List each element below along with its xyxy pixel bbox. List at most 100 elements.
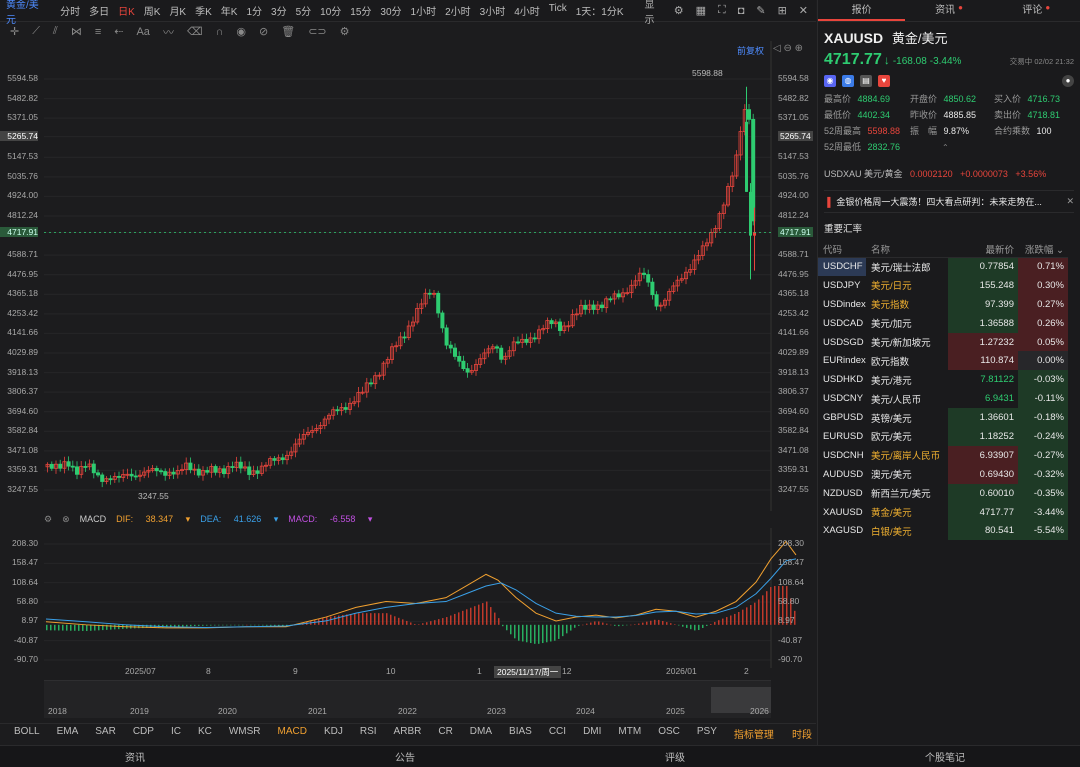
- tab-news[interactable]: 资讯 ●: [935, 3, 963, 16]
- timeframe-2[interactable]: 日K: [118, 7, 135, 18]
- close-news-icon[interactable]: ✕: [1066, 196, 1074, 206]
- indicator-10[interactable]: ARBR: [393, 726, 422, 737]
- fx-row[interactable]: GBPUSD 英镑/美元 1.36601 -0.18%: [818, 408, 1068, 428]
- text-tool-icon[interactable]: Aa: [136, 25, 150, 38]
- grid-icon[interactable]: ⊞: [777, 5, 787, 17]
- macd-chart[interactable]: [0, 528, 816, 668]
- indicator-7[interactable]: MACD: [277, 726, 307, 737]
- indicator-14[interactable]: CCI: [548, 726, 567, 737]
- discord-icon[interactable]: ◉: [824, 75, 836, 87]
- timeframe-13[interactable]: 1小时: [410, 7, 437, 18]
- tab-comments[interactable]: 评论 ●: [1022, 3, 1051, 16]
- layout-icon[interactable]: ▦: [695, 5, 706, 17]
- arrow-tool-icon[interactable]: ⇠: [114, 26, 124, 38]
- line-tool-icon[interactable]: ⟋: [32, 25, 40, 37]
- crosshair-icon[interactable]: ✛: [10, 26, 20, 38]
- display-button[interactable]: 显示: [644, 0, 655, 26]
- range-navigator[interactable]: [44, 680, 771, 718]
- indicator-5[interactable]: KC: [197, 726, 212, 737]
- chart-controls[interactable]: ◁ ⊖ ⊕: [773, 43, 804, 54]
- fx-row[interactable]: USDJPY 美元/日元 155.248 0.30%: [818, 275, 1068, 295]
- timeframe-6[interactable]: 年K: [220, 7, 238, 18]
- link-icon[interactable]: ⊂⊃: [308, 26, 327, 38]
- symbol-label[interactable]: 黄金/美元: [6, 0, 39, 26]
- indicator-2[interactable]: SAR: [95, 726, 116, 737]
- fx-row[interactable]: USDCAD 美元/加元 1.36588 0.26%: [818, 313, 1068, 333]
- bottom-tab-notes[interactable]: 个股笔记: [925, 753, 965, 764]
- timeframe-17[interactable]: Tick: [548, 3, 567, 14]
- indicator-3[interactable]: CDP: [132, 726, 154, 737]
- timeframe-1[interactable]: 多日: [89, 7, 110, 18]
- indicator-0[interactable]: BOLL: [14, 726, 40, 737]
- timeframe-16[interactable]: 4小时: [514, 7, 540, 18]
- macd-settings-icon[interactable]: ⚙: [44, 513, 53, 524]
- favorite-icon[interactable]: ♥: [878, 75, 890, 87]
- hide-icon[interactable]: ⊘: [259, 26, 269, 38]
- timeframe-0[interactable]: 分时: [60, 7, 81, 18]
- fx-row[interactable]: USDCNY 美元/人民币 6.9431 -0.11%: [818, 389, 1068, 409]
- indicator-19[interactable]: 指标管理: [733, 730, 774, 741]
- restore-toggle[interactable]: 前复权: [737, 46, 765, 56]
- indicator-13[interactable]: BIAS: [509, 726, 532, 737]
- fx-row[interactable]: USDHKD 美元/港元 7.81122 -0.03%: [818, 370, 1068, 390]
- timeframe-8[interactable]: 3分: [271, 7, 287, 18]
- fib-tool-icon[interactable]: ≡: [94, 25, 102, 38]
- fx-row[interactable]: NZDUSD 新西兰元/美元 0.60010 -0.35%: [818, 483, 1068, 503]
- chat-icon[interactable]: ◍: [842, 75, 854, 87]
- bottom-tab-rating[interactable]: 评级: [665, 753, 685, 764]
- timeframe-12[interactable]: 30分: [380, 7, 402, 18]
- fx-row[interactable]: XAGUSD 白银/美元 80.541 -5.54%: [818, 521, 1068, 541]
- fx-row[interactable]: EURUSD 欧元/美元 1.18252 -0.24%: [818, 427, 1068, 446]
- settings-small-icon[interactable]: ⚙: [339, 26, 350, 38]
- indicator-15[interactable]: DMI: [583, 726, 602, 737]
- timeframe-14[interactable]: 2小时: [445, 7, 471, 18]
- settings-icon[interactable]: ⚙: [673, 5, 684, 17]
- news-headline[interactable]: 金银价格周一大震荡！四大看点研判：未来走势在...: [836, 197, 1042, 207]
- timeframe-7[interactable]: 1分: [246, 7, 263, 18]
- brush-tool-icon[interactable]: 〰: [162, 26, 174, 39]
- magnet-icon[interactable]: ∩: [215, 25, 224, 38]
- alert-icon[interactable]: ●: [1062, 75, 1074, 87]
- indicator-11[interactable]: CR: [438, 726, 453, 737]
- fx-row[interactable]: USDSGD 美元/新加坡元 1.27232 0.05%: [818, 332, 1068, 352]
- camera-icon[interactable]: ◘: [737, 4, 745, 17]
- indicator-12[interactable]: DMA: [469, 726, 493, 737]
- time-sharing-button[interactable]: 时段: [792, 730, 812, 741]
- timeframe-10[interactable]: 10分: [320, 7, 342, 18]
- range-selector-handle[interactable]: [711, 687, 771, 713]
- indicator-16[interactable]: MTM: [618, 726, 642, 737]
- timeframe-9[interactable]: 5分: [295, 7, 312, 18]
- fx-row[interactable]: XAUUSD 黄金/美元 4717.77 -3.44%: [818, 502, 1068, 522]
- indicator-4[interactable]: IC: [170, 726, 181, 737]
- indicator-17[interactable]: OSC: [658, 726, 680, 737]
- timeframe-11[interactable]: 15分: [350, 7, 372, 18]
- close-icon[interactable]: ✕: [798, 5, 808, 17]
- indicator-6[interactable]: WMSR: [228, 726, 261, 737]
- bottom-tab-news[interactable]: 资讯: [125, 753, 145, 764]
- timeframe-5[interactable]: 季K: [195, 7, 212, 18]
- timeframe-15[interactable]: 3小时: [479, 7, 506, 18]
- pattern-tool-icon[interactable]: ⋈: [70, 26, 82, 38]
- eye-icon[interactable]: ◉: [236, 26, 247, 38]
- news-banner[interactable]: ▐ 金银价格周一大震荡！四大看点研判：未来走势在... ✕: [824, 190, 1074, 213]
- timeframe-4[interactable]: 月K: [169, 7, 187, 18]
- timeframe-18[interactable]: 1天：1分K: [575, 7, 624, 18]
- indicator-1[interactable]: EMA: [56, 726, 79, 737]
- fx-row[interactable]: USDCHF 美元/瑞士法郎 0.77854 0.71%: [818, 257, 1068, 276]
- fx-row[interactable]: USDindex 美元指数 97.399 0.27%: [818, 294, 1068, 314]
- candlestick-chart[interactable]: 5598.88 3247.55: [0, 41, 816, 511]
- fullscreen-icon[interactable]: ⛶: [717, 4, 726, 16]
- pen-icon[interactable]: ✎: [756, 5, 766, 17]
- fx-row[interactable]: EURindex 欧元指数 110.874 0.00%: [818, 351, 1068, 371]
- doc-icon[interactable]: ▤: [860, 75, 872, 87]
- indicator-8[interactable]: KDJ: [323, 726, 343, 737]
- fx-row[interactable]: AUDUSD 澳元/美元 0.69430 -0.32%: [818, 464, 1068, 484]
- indicator-9[interactable]: RSI: [359, 726, 377, 737]
- collapse-chevron-icon[interactable]: ⌃: [942, 143, 949, 152]
- fx-row[interactable]: USDCNH 美元/离岸人民币 6.93907 -0.27%: [818, 445, 1068, 465]
- indicator-18[interactable]: PSY: [696, 726, 717, 737]
- eraser-icon[interactable]: ⌫: [186, 26, 203, 38]
- macd-close-icon[interactable]: ⊗: [62, 513, 70, 524]
- bottom-tab-announcements[interactable]: 公告: [395, 753, 415, 764]
- tab-quote[interactable]: 报价: [818, 0, 906, 21]
